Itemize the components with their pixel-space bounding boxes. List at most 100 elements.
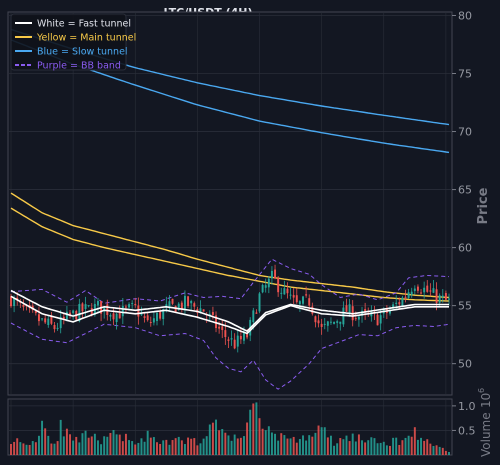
candle-body [323, 323, 326, 325]
candle-body [441, 295, 444, 298]
candle-body [103, 307, 106, 312]
volume-bar [401, 440, 404, 455]
volume-bar [249, 409, 252, 455]
volume-bar [230, 440, 233, 455]
candle-body [174, 306, 177, 313]
candle-body [264, 285, 267, 288]
legend-entry: White = Fast tunnel [37, 19, 131, 30]
candle-body [10, 296, 12, 307]
volume-bar [41, 420, 44, 455]
candle-body [258, 293, 261, 312]
candle-body [389, 310, 391, 314]
volume-bar [295, 442, 298, 455]
volume-bar [152, 437, 155, 455]
volume-bar [13, 441, 16, 455]
price-tick-label: 70 [458, 126, 472, 139]
candle-body [255, 312, 258, 314]
volume-bar [448, 451, 450, 455]
legend-entry: Yellow = Main tunnel [36, 33, 136, 44]
candle-body [416, 286, 419, 291]
volume-bar [286, 438, 289, 455]
volume-exponent-label: 10 6 [477, 388, 493, 408]
candle-body [302, 296, 304, 304]
candle-body [448, 298, 450, 300]
volume-bar [180, 440, 183, 455]
candle-body [270, 270, 273, 279]
price-tick-label: 75 [458, 68, 472, 81]
volume-bar [22, 443, 25, 455]
candle-body [429, 290, 432, 292]
volume-bar [267, 426, 270, 455]
candle-body [317, 320, 320, 324]
candle-body [432, 288, 435, 293]
volume-bar [329, 435, 332, 455]
volume-bar [444, 450, 447, 455]
volume-bar [100, 444, 103, 455]
candle-body [159, 311, 162, 319]
volume-bar [47, 435, 50, 455]
volume-bar [236, 438, 239, 455]
price-tick-label: 60 [458, 242, 472, 255]
volume-bar [367, 440, 370, 455]
candle-body [134, 304, 137, 306]
candle-body [420, 292, 423, 294]
volume-bar [183, 444, 186, 455]
volume-bar [373, 438, 376, 455]
candle-body [289, 294, 292, 296]
candle-body [395, 302, 398, 305]
candle-body [165, 304, 168, 307]
candle-body [22, 304, 25, 307]
volume-bar [376, 443, 379, 455]
volume-bar [314, 432, 317, 455]
volume-bar [118, 434, 121, 455]
volume-bar [320, 427, 323, 455]
volume-bar [97, 440, 99, 455]
volume-bar [298, 439, 301, 455]
volume-tick-label: 1.0 [458, 400, 476, 413]
volume-bar [128, 440, 131, 455]
volume-bar [90, 436, 93, 455]
candle-body [124, 306, 127, 308]
price-tick-label: 50 [458, 358, 472, 371]
volume-bar [221, 429, 224, 455]
volume-bar [131, 441, 134, 455]
volume-bar [382, 441, 385, 455]
bb-band-lower [10, 322, 450, 390]
volume-exponent-base: 10 [479, 393, 493, 408]
volume-bar [190, 438, 193, 455]
candle-body [280, 292, 283, 294]
candle-body [59, 316, 62, 329]
candle-body [410, 291, 413, 295]
fast-tunnel-lower [10, 295, 449, 335]
legend-entry: Blue = Slow tunnel [37, 47, 128, 58]
volume-bar [435, 445, 438, 455]
candle-body [215, 315, 217, 329]
candle-body [274, 269, 277, 279]
volume-bar [156, 442, 158, 455]
candle-body [121, 306, 124, 317]
candle-body [286, 288, 289, 294]
candle-body [202, 309, 205, 312]
fast-tunnel-lines [10, 289, 449, 335]
candle-body [444, 293, 447, 300]
candle-body [44, 318, 47, 323]
candle-body [267, 278, 270, 288]
volume-bar [258, 418, 261, 455]
candle-body [47, 318, 50, 326]
volume-bar [404, 437, 407, 455]
volume-bar [243, 436, 245, 455]
candle-body [146, 315, 149, 321]
volume-bar [137, 442, 140, 455]
candle-body [152, 318, 155, 323]
volume-bar [146, 430, 149, 455]
volume-bar [407, 435, 410, 455]
volume-bar [121, 441, 124, 455]
candle-body [357, 316, 360, 320]
candle-body [156, 312, 158, 321]
volume-bar [277, 440, 280, 455]
candle-body [84, 304, 87, 310]
volume-bar [124, 433, 127, 455]
volume-bar [274, 433, 277, 455]
candle-body [118, 312, 121, 319]
price-panel [7, 11, 453, 396]
